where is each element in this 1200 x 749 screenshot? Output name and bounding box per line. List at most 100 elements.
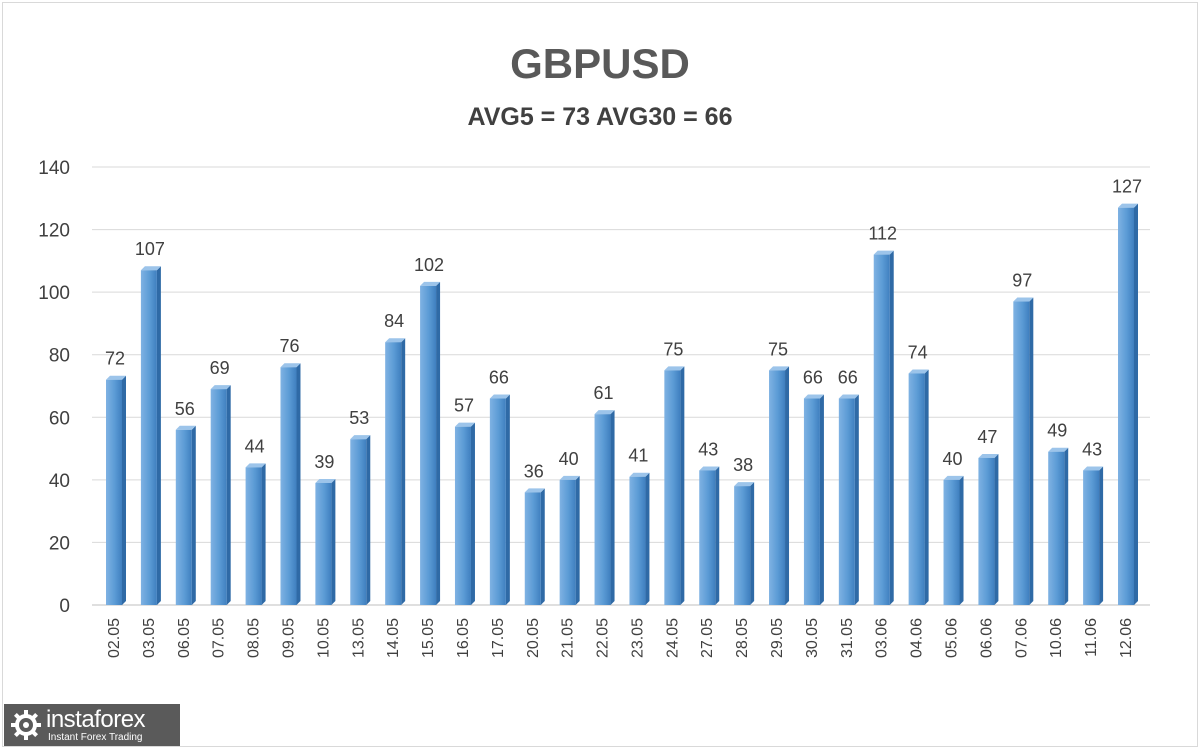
x-tick-label: 12.06 [1118, 618, 1135, 658]
bars [106, 203, 1138, 605]
data-label: 61 [594, 383, 614, 403]
bar-top [106, 375, 126, 380]
bar-top [1048, 447, 1069, 452]
bar-group [1118, 203, 1138, 605]
data-label: 66 [489, 368, 509, 388]
bar [664, 370, 681, 605]
x-tick-label: 14.05 [385, 618, 402, 658]
bar-top [699, 466, 720, 471]
bar-group [210, 385, 231, 605]
bar-top [838, 394, 859, 399]
bar-group [315, 478, 336, 605]
bar [489, 398, 506, 605]
y-tick-label: 20 [49, 533, 70, 554]
x-tick-label: 24.05 [664, 618, 681, 658]
x-tick-label: 11.06 [1083, 618, 1100, 657]
y-tick-label: 100 [38, 283, 70, 304]
data-label: 40 [559, 449, 579, 469]
bar-top [245, 463, 266, 468]
bar [1048, 451, 1065, 605]
bar [803, 398, 820, 605]
bar [454, 426, 471, 605]
bar-top [943, 475, 964, 480]
bar-side [191, 425, 196, 605]
bar-top [1013, 297, 1034, 302]
bar [1118, 207, 1134, 605]
bar-top [1083, 466, 1104, 471]
bar [175, 429, 192, 605]
bar-top [210, 385, 231, 390]
bar [1013, 301, 1030, 605]
bar-side [261, 463, 266, 605]
x-tick-label: 31.05 [839, 618, 856, 658]
x-tick-label: 03.05 [141, 618, 158, 658]
y-tick-label: 0 [59, 596, 70, 617]
bar-side [1134, 203, 1138, 605]
bar-side [540, 488, 545, 605]
x-tick-label: 03.06 [874, 618, 891, 658]
bar-side [785, 366, 790, 605]
bar-top [140, 266, 161, 271]
x-tick-label: 06.05 [176, 618, 193, 658]
chart-title: GBPUSD [510, 40, 690, 87]
x-tick-label: 10.05 [315, 618, 332, 658]
bar-side [366, 435, 371, 605]
y-tick-label: 40 [49, 471, 70, 492]
gridlines [92, 166, 1150, 606]
bar-group [908, 369, 929, 605]
bar-side [959, 475, 964, 605]
bar-group [1048, 447, 1069, 605]
bar [1083, 470, 1100, 605]
bar [629, 476, 646, 605]
bar-top [280, 363, 301, 368]
bar-side [1029, 297, 1034, 605]
bar [559, 479, 576, 605]
bar-side [296, 363, 301, 605]
bar [769, 370, 786, 605]
x-tick-label: 09.05 [280, 618, 297, 658]
data-label: 107 [135, 239, 165, 259]
instaforex-watermark: instaforex Instant Forex Trading [4, 704, 180, 746]
bar-top [734, 482, 755, 487]
bar [350, 439, 367, 605]
x-axis: 02.05 03.05 06.05 07.05 08.05 09.05 10.05 13.05… [106, 618, 1135, 658]
brand-name: instaforex [46, 706, 146, 733]
bar [734, 486, 751, 605]
x-tick-label: 23.05 [629, 618, 646, 658]
bar-side [401, 338, 406, 605]
bar-group [664, 366, 685, 605]
x-tick-label: 07.06 [1013, 618, 1030, 658]
x-tick-label: 06.06 [978, 618, 995, 658]
bar-group [734, 482, 755, 605]
data-label: 112 [868, 224, 897, 244]
bar [594, 414, 611, 605]
data-label: 72 [105, 349, 125, 369]
bar [908, 373, 925, 605]
bar-side [854, 394, 859, 605]
bar-side [331, 478, 336, 605]
data-label: 102 [414, 255, 444, 275]
y-tick-label: 140 [38, 158, 70, 179]
bar-side [750, 482, 755, 605]
bar-top [385, 338, 406, 343]
bar-group [699, 466, 720, 605]
bar-group [769, 366, 790, 605]
bar-side [715, 466, 720, 605]
x-tick-label: 05.06 [944, 618, 961, 658]
bar-group [420, 281, 441, 605]
y-tick-label: 80 [49, 346, 70, 367]
bar-top [524, 488, 545, 493]
bar [315, 482, 332, 605]
bar-top [175, 425, 196, 430]
x-tick-label: 04.06 [909, 618, 926, 658]
data-label: 56 [175, 399, 195, 419]
bar-side [819, 394, 824, 605]
bar-group [594, 410, 615, 605]
bar-top [315, 478, 336, 483]
bar [140, 270, 157, 605]
y-axis: 0 20 40 60 80 100 120 140 [38, 158, 70, 617]
bar [873, 254, 890, 605]
bar-group [140, 266, 161, 605]
data-label: 66 [838, 368, 858, 388]
bar-top [873, 250, 894, 255]
